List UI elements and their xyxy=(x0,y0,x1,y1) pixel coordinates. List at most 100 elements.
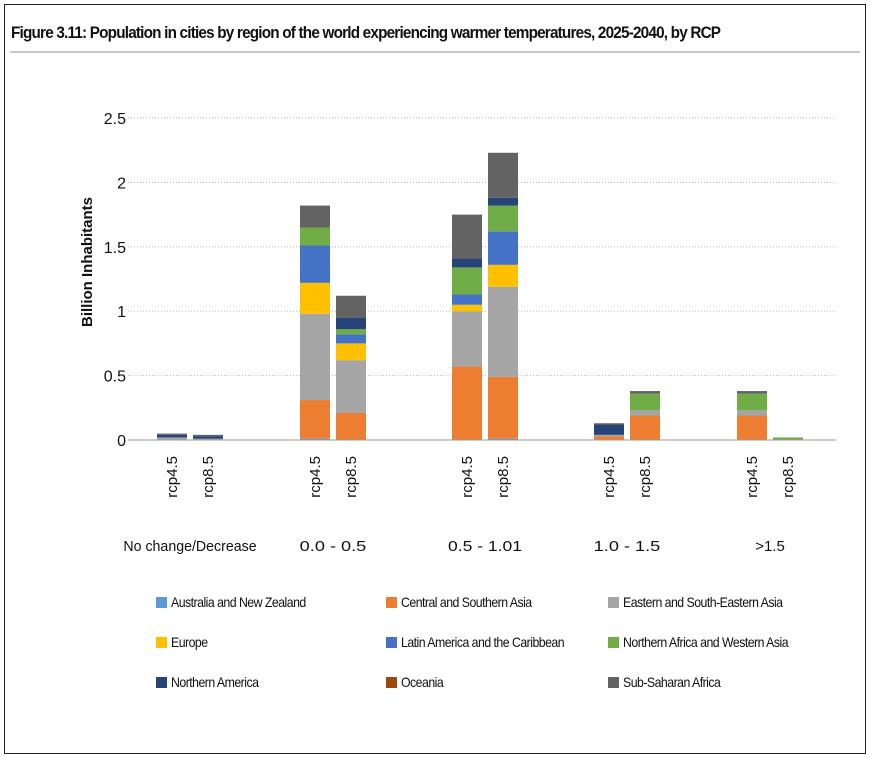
bar-segment xyxy=(452,311,482,367)
bar-segment xyxy=(488,286,518,377)
legend-item: Europe xyxy=(156,632,213,652)
bar-segment xyxy=(300,282,330,314)
x-tick-label: rcp4.5 xyxy=(601,456,618,498)
y-tick-label: 0.5 xyxy=(104,369,126,386)
bar-segment xyxy=(157,437,187,440)
legend-label: Australia and New Zealand xyxy=(171,594,306,610)
legend-swatch xyxy=(386,636,397,648)
x-tick-label: rcp4.5 xyxy=(307,456,324,498)
bar-segment xyxy=(452,258,482,268)
x-tick-label: rcp8.5 xyxy=(637,456,654,498)
legend-swatch xyxy=(608,636,619,648)
bar-segment xyxy=(300,245,330,283)
bar-segment xyxy=(630,393,660,411)
bar-segment xyxy=(193,434,223,437)
x-tick-labels: rcp4.5 rcp8.5 rcp4.5 rcp8.5 rcp4.5 rcp8.5 rcp4… xyxy=(164,456,797,498)
legend-swatch xyxy=(156,596,167,608)
bar-segment xyxy=(488,376,518,439)
bar-segment xyxy=(336,412,366,440)
legend-item: Latin America and the Caribbean xyxy=(386,632,586,652)
x-group-label: 0.0 - 0.5 xyxy=(300,538,367,555)
bar-segment xyxy=(737,415,767,440)
legend-label: Sub-Saharan Africa xyxy=(623,674,721,690)
legend-item: Australia and New Zealand xyxy=(156,592,324,612)
bar-segment xyxy=(336,343,366,361)
x-tick-label: rcp8.5 xyxy=(495,456,512,498)
x-group-label: 1.0 - 1.5 xyxy=(594,538,661,555)
legend-item: Oceania xyxy=(386,672,449,692)
bar-segment xyxy=(452,366,482,440)
x-group-label: 0.5 - 1.01 xyxy=(448,538,522,555)
y-tick-label: 0 xyxy=(117,433,126,450)
x-tick-label: rcp4.5 xyxy=(744,456,761,498)
legend-swatch xyxy=(156,676,167,688)
bar-segment xyxy=(336,329,366,335)
figure-title: Figure 3.11: Population in cities by reg… xyxy=(11,23,721,42)
x-tick-label: rcp4.5 xyxy=(164,456,181,498)
bar-segment xyxy=(300,205,330,228)
legend-swatch xyxy=(156,636,167,648)
stacked-bar-chart: 00.511.522.5 rcp4.5 rcp8.5 rcp4.5 rcp8.5 rcp… xyxy=(79,111,836,555)
x-tick-label: rcp8.5 xyxy=(200,456,217,498)
y-tick-label: 1 xyxy=(117,304,126,321)
y-axis-label: Billion Inhabitants xyxy=(79,197,96,327)
legend-item: Eastern and South-Eastern Asia xyxy=(608,592,804,612)
legend-label: Eastern and South-Eastern Asia xyxy=(623,594,783,610)
bar-segment xyxy=(630,415,660,440)
bar-segment xyxy=(300,438,330,440)
y-tick-label: 1.5 xyxy=(104,240,126,257)
bar-segment xyxy=(488,152,518,198)
bar-segment xyxy=(157,434,187,438)
bar-segment xyxy=(488,264,518,287)
bar-segment xyxy=(488,231,518,265)
bar-segment xyxy=(193,436,223,439)
y-tick-label: 2.5 xyxy=(104,111,126,128)
x-tick-label: rcp8.5 xyxy=(343,456,360,498)
bar-segment xyxy=(488,438,518,440)
legend-label: Northern America xyxy=(171,674,259,690)
bar-segment xyxy=(452,304,482,312)
bar-segment xyxy=(630,391,660,394)
bar-segment xyxy=(300,313,330,401)
legend-item: Northern Africa and Western Asia xyxy=(608,632,811,652)
bar-segment xyxy=(452,267,482,295)
x-group-label: >1.5 xyxy=(755,538,785,555)
bar-segment xyxy=(737,393,767,411)
bar-segment xyxy=(594,423,624,425)
bar-segment xyxy=(594,434,624,437)
x-tick-label: rcp4.5 xyxy=(459,456,476,498)
legend-item: Northern America xyxy=(156,672,270,692)
bar-segment xyxy=(336,317,366,330)
bar-segment xyxy=(737,410,767,416)
bars xyxy=(157,152,803,440)
y-tick-label: 2 xyxy=(117,175,126,192)
bar-segment xyxy=(594,424,624,435)
x-group-label: No change/Decrease xyxy=(123,538,256,555)
bar-segment xyxy=(300,400,330,439)
legend-swatch xyxy=(608,676,619,688)
title-divider xyxy=(10,51,860,53)
legend-item: Central and Southern Asia xyxy=(386,592,549,612)
bar-segment xyxy=(336,295,366,318)
legend-swatch xyxy=(608,596,619,608)
bar-segment xyxy=(336,360,366,413)
y-tick-labels: 0 0.5 1 1.5 2 2.5 xyxy=(104,111,126,450)
legend-swatch xyxy=(386,596,397,608)
bar-segment xyxy=(737,391,767,394)
legend-label: Central and Southern Asia xyxy=(401,594,532,610)
bar-segment xyxy=(594,436,624,440)
bar-segment xyxy=(336,334,366,344)
legend-label: Oceania xyxy=(401,674,444,690)
group-labels: No change/Decrease 0.0 - 0.5 0.5 - 1.01 1.0… xyxy=(123,538,784,555)
figure-frame: Figure 3.11: Population in cities by reg… xyxy=(4,4,866,754)
bar-segment xyxy=(488,205,518,232)
bar-segment xyxy=(452,214,482,259)
bar-segment xyxy=(630,410,660,416)
legend-label: Latin America and the Caribbean xyxy=(401,634,565,650)
bar-segment xyxy=(773,437,803,440)
bar-segment xyxy=(488,197,518,206)
bar-segment xyxy=(452,294,482,305)
bar-segment xyxy=(193,438,223,440)
legend-label: Northern Africa and Western Asia xyxy=(623,634,789,650)
x-tick-label: rcp8.5 xyxy=(780,456,797,498)
